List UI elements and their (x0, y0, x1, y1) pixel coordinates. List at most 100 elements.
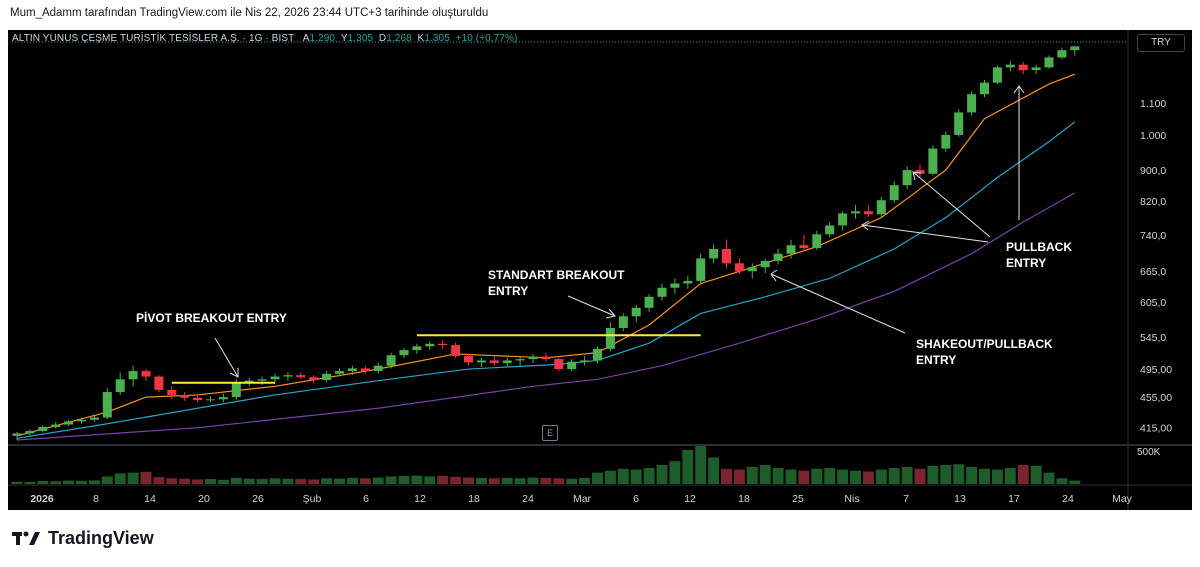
volume-bar (579, 477, 591, 484)
candle (12, 431, 22, 440)
candle (154, 375, 164, 393)
candle-body (438, 343, 448, 346)
candle-body (812, 234, 822, 249)
tradingview-logo[interactable]: TradingView (12, 528, 154, 549)
change-value: +10 (+0,77%) (455, 33, 518, 44)
volume-bar (721, 468, 732, 484)
price-axis[interactable]: 1.100 1.000 900,0 820,0 740,0 665,0 605,0 545,0… (1140, 98, 1172, 435)
annotation-pivot[interactable]: PİVOT BREAKOUT ENTRY (136, 310, 287, 378)
candle-body (489, 360, 499, 364)
annotation-standart[interactable]: STANDART BREAKOUT ENTRY (488, 268, 625, 319)
candle (438, 340, 448, 349)
candle (360, 365, 370, 374)
candle (335, 368, 344, 377)
candle-body (605, 327, 615, 349)
candle-body (1031, 67, 1041, 71)
price-axis-label: 1.100 (1140, 98, 1166, 110)
candle-body (206, 399, 215, 401)
volume-bar (979, 468, 990, 484)
annotation-shakeout[interactable]: SHAKEOUT/PULLBACK ENTRY (770, 269, 1053, 367)
candle-body (244, 380, 254, 383)
candle (115, 372, 125, 395)
candle-body (644, 296, 654, 308)
candle-body (915, 170, 925, 174)
time-axis-label: 6 (363, 493, 369, 505)
candle (631, 305, 641, 323)
candle (928, 145, 938, 176)
candle (876, 196, 886, 218)
candle-body (734, 263, 744, 272)
candle (386, 352, 396, 369)
volume-bar (901, 466, 913, 484)
candle (889, 181, 899, 204)
volume-bar (437, 476, 449, 484)
candle (283, 372, 293, 381)
candle (915, 164, 925, 178)
candle (193, 394, 203, 403)
breakout-lines[interactable] (171, 334, 701, 384)
candle-body (554, 359, 564, 370)
time-axis-label: Nis (844, 493, 859, 505)
time-axis-label: Mar (573, 493, 592, 505)
candle-body (12, 433, 22, 436)
candle (1005, 60, 1015, 72)
candle (51, 422, 61, 429)
candle (605, 322, 615, 352)
candle-body (51, 424, 61, 427)
candle-body (709, 248, 719, 259)
candle (25, 429, 35, 436)
candle (489, 356, 499, 366)
volume-bar (411, 475, 423, 484)
volume-bar (1004, 468, 1016, 484)
arrow-pivot-head (229, 368, 239, 378)
currency-button[interactable]: TRY (1137, 34, 1185, 52)
volume-bar (759, 465, 771, 484)
arrow-standart-head (605, 308, 616, 319)
volume-bar (1043, 472, 1055, 484)
price-axis-label: 665,0 (1140, 266, 1166, 278)
candle-body (670, 283, 680, 288)
volume-bar (256, 479, 268, 484)
candle (902, 166, 912, 190)
annotation-standart-line1: STANDART BREAKOUT (488, 268, 625, 282)
volume-bar (385, 476, 397, 484)
volume-bar (862, 471, 874, 484)
time-axis-label: 18 (468, 493, 480, 505)
candle-body (618, 316, 628, 328)
time-axis[interactable]: 2026 8 14 20 26 Şub 6 12 18 24 Mar 6 12 18 25 Nis 7 13 17 2… (30, 493, 1132, 505)
volume-bar (501, 477, 513, 484)
volume-bar (643, 468, 655, 484)
arrow-pullback-3-head (1013, 85, 1025, 94)
volume-bar (927, 465, 939, 484)
candle-body (580, 360, 590, 362)
candle-body (451, 345, 461, 356)
volume-bar (463, 477, 474, 484)
symbol-legend[interactable]: ALTIN YUNUS ÇEŞME TURİSTİK TESİSLER A.Ş.… (12, 33, 518, 44)
candle-body (1070, 46, 1080, 51)
candle-body (954, 112, 964, 135)
volume-axis-label: 500K (1137, 447, 1161, 458)
candle-body (799, 245, 809, 249)
candle-body (154, 376, 164, 390)
candle (1070, 46, 1080, 56)
candle-body (1057, 50, 1067, 58)
annotation-pullback[interactable]: PULLBACK ENTRY (861, 85, 1072, 270)
candle-body (838, 213, 848, 226)
candle-body (425, 343, 435, 347)
volume-bar (101, 476, 113, 484)
earnings-badge[interactable]: E (542, 425, 558, 441)
candle-body (825, 225, 835, 235)
time-axis-label: Şub (303, 493, 322, 505)
candle-body (657, 287, 667, 297)
candle (347, 365, 357, 376)
candle-body (786, 245, 796, 254)
volume-bar (824, 468, 836, 484)
candle-body (102, 392, 112, 418)
volume-bar (914, 468, 926, 484)
candle-body (283, 375, 293, 377)
candle-body (593, 348, 602, 361)
brand-name: TradingView (48, 528, 154, 548)
chart-frame[interactable] (8, 30, 1192, 510)
price-axis-label: 455,00 (1140, 392, 1172, 404)
